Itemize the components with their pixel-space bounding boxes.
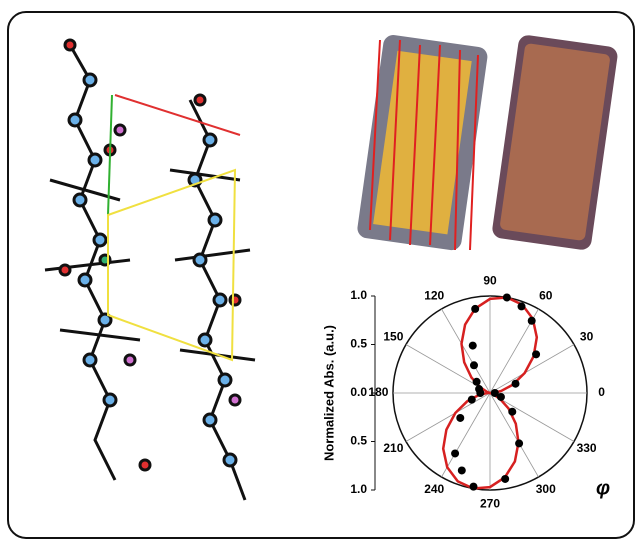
y-tick-label: 1.0	[350, 288, 367, 302]
y-tick-label: 0.0	[350, 385, 367, 399]
data-point	[528, 317, 536, 325]
angle-tick-label: 210	[383, 441, 403, 455]
y-tick-label: 1.0	[350, 482, 367, 496]
angle-label: φ	[596, 477, 610, 499]
angle-tick-label: 240	[424, 482, 444, 496]
angle-tick-label: 90	[483, 274, 497, 288]
data-point	[508, 408, 516, 416]
data-point	[458, 466, 466, 474]
angle-tick-label: 300	[536, 482, 556, 496]
angle-tick-label: 0	[598, 385, 605, 399]
data-point	[471, 305, 479, 313]
data-point	[497, 393, 505, 401]
data-point	[473, 378, 481, 386]
angle-tick-label: 270	[480, 497, 500, 511]
y-tick-label: 0.5	[350, 337, 367, 351]
y-axis-label: Normalized Abs. (a.u.)	[321, 325, 336, 461]
angle-tick-label: 330	[577, 441, 597, 455]
data-point	[501, 475, 509, 483]
data-point	[515, 439, 523, 447]
data-point	[469, 342, 477, 350]
angle-tick-label: 60	[539, 289, 553, 303]
angle-tick-label: 30	[580, 329, 594, 343]
figure: Normalized Abs. (a.u.) φ 0 30 60 90 120 150 18…	[0, 0, 643, 545]
data-point	[476, 389, 484, 397]
angle-tick-label: 180	[368, 385, 388, 399]
data-point	[532, 350, 540, 358]
data-point	[503, 293, 511, 301]
data-point	[468, 396, 476, 404]
data-point	[518, 302, 526, 310]
data-point	[512, 380, 520, 388]
angle-tick-label: 120	[424, 289, 444, 303]
data-point	[469, 483, 477, 491]
data-point	[456, 414, 464, 422]
data-point	[470, 361, 478, 369]
y-tick-label: 0.5	[350, 434, 367, 448]
data-point	[451, 449, 459, 457]
angle-tick-label: 150	[383, 329, 403, 343]
